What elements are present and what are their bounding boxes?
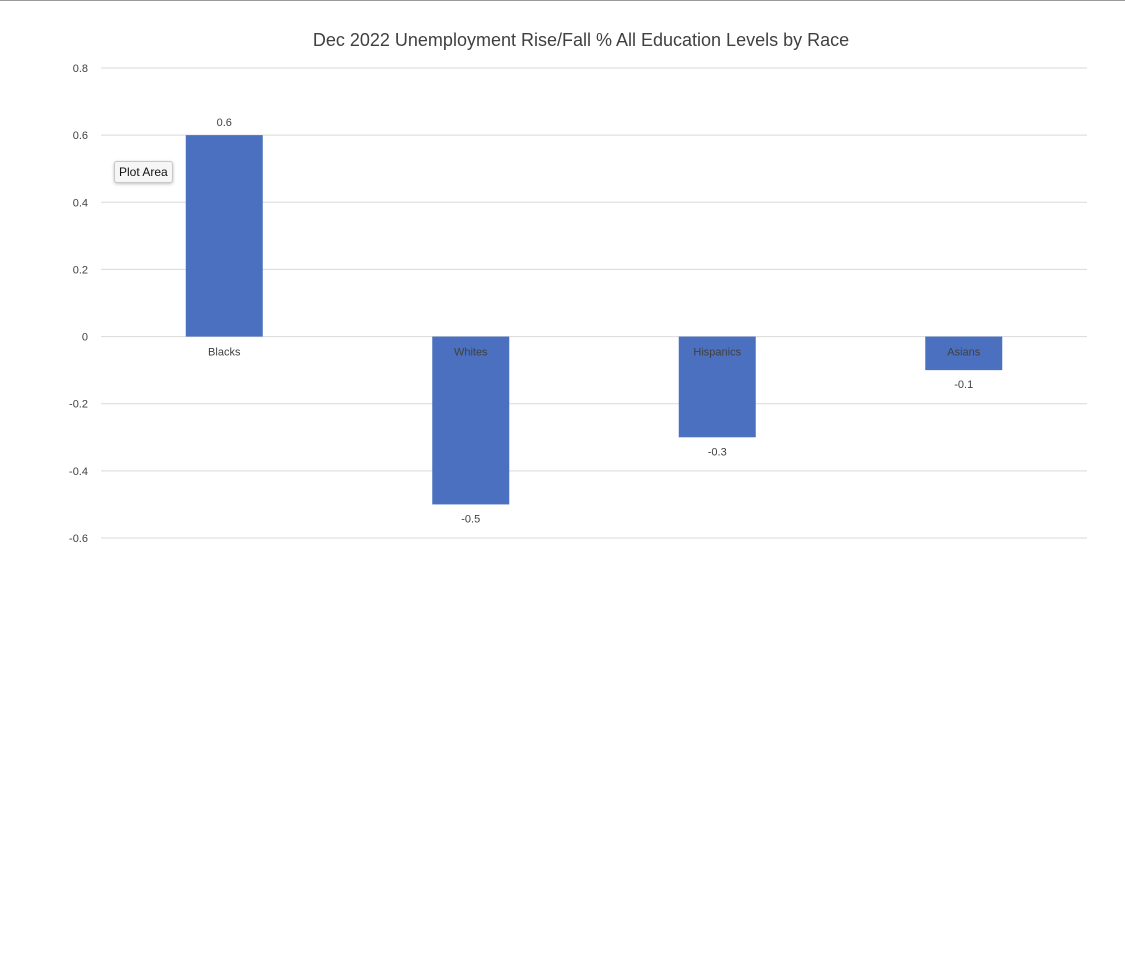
y-tick-label: 0.6	[73, 130, 88, 142]
data-label: -0.5	[461, 513, 480, 525]
bar-asians[interactable]	[925, 336, 1003, 371]
gridlines	[101, 67, 1087, 539]
plot-area-tooltip: Plot Area	[114, 161, 173, 183]
data-label: -0.3	[708, 446, 727, 458]
y-tick-label: 0.8	[73, 63, 88, 75]
category-label: Asians	[947, 347, 981, 359]
bar-blacks[interactable]	[185, 135, 263, 337]
top-border	[0, 0, 1125, 1]
y-tick-label: 0.2	[73, 264, 88, 276]
category-labels: Blacks Whites Hispanics Asians	[208, 347, 981, 359]
category-label: Whites	[454, 347, 488, 359]
y-tick-label: -0.4	[69, 466, 88, 478]
category-label: Blacks	[208, 347, 241, 359]
y-axis-tick-labels: 0.8 0.6 0.4 0.2 0 -0.2 -0.4 -0.6	[69, 63, 88, 545]
data-label: 0.6	[217, 117, 232, 129]
y-tick-label: 0.4	[73, 197, 88, 209]
data-labels: 0.6 -0.5 -0.3 -0.1	[217, 117, 974, 525]
chart-title: Dec 2022 Unemployment Rise/Fall % All Ed…	[313, 30, 849, 50]
y-tick-label: -0.6	[69, 533, 88, 545]
y-tick-label: 0	[82, 332, 88, 344]
y-tick-label: -0.2	[69, 399, 88, 411]
bar-hispanics[interactable]	[678, 336, 756, 438]
data-label: -0.1	[954, 379, 973, 391]
category-label: Hispanics	[693, 347, 741, 359]
bars	[185, 135, 1003, 505]
bar-whites[interactable]	[432, 336, 510, 505]
